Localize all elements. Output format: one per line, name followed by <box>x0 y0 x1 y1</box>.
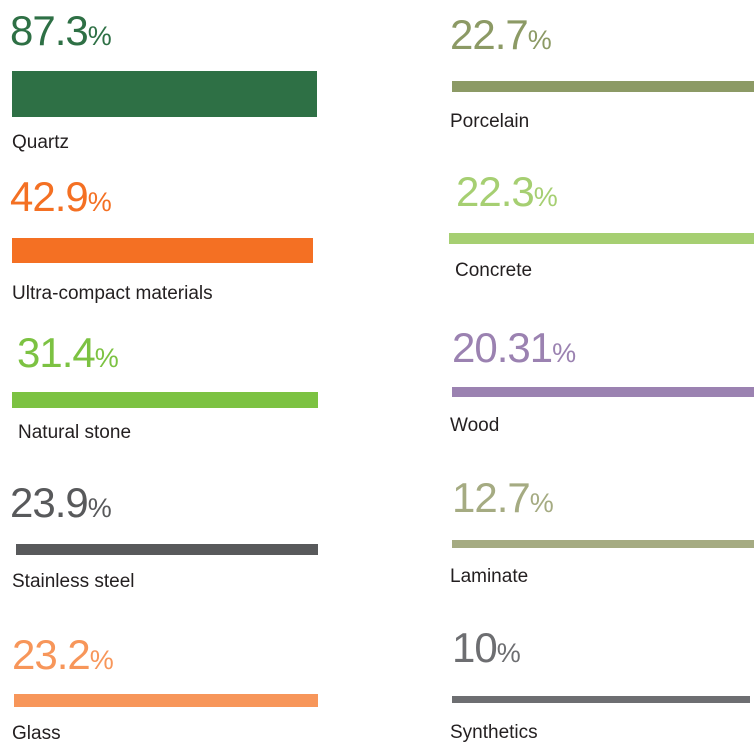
percent-sign: % <box>552 338 577 368</box>
bar <box>16 544 318 555</box>
percent-sign: % <box>87 493 112 523</box>
percent-sign: % <box>527 25 552 55</box>
percent-sign: % <box>533 182 558 212</box>
percent-sign: % <box>87 187 112 217</box>
percent-value: 23.9% <box>10 482 112 524</box>
percent-value: 12.7% <box>452 477 554 519</box>
item-label: Wood <box>450 415 500 436</box>
bar <box>449 233 754 244</box>
bar <box>452 387 754 397</box>
item-label: Stainless steel <box>12 571 135 592</box>
percent-sign: % <box>496 638 521 668</box>
percent-value: 10% <box>452 627 521 669</box>
percent-value: 22.3% <box>456 171 558 213</box>
value-number: 31.4 <box>17 329 96 376</box>
item-label: Quartz <box>12 132 70 153</box>
item-label: Glass <box>12 723 61 744</box>
value-number: 10 <box>452 624 498 671</box>
value-number: 23.9 <box>10 479 89 526</box>
value-number: 20.31 <box>452 324 553 371</box>
percent-sign: % <box>94 343 119 373</box>
item-label: Concrete <box>455 260 533 281</box>
value-number: 12.7 <box>452 474 531 521</box>
value-number: 22.3 <box>456 168 535 215</box>
item-label: Synthetics <box>450 722 538 743</box>
item-label: Laminate <box>450 566 529 587</box>
percent-sign: % <box>87 21 112 51</box>
percent-sign: % <box>529 488 554 518</box>
bar <box>452 540 754 548</box>
bar <box>14 694 318 707</box>
value-number: 42.9 <box>10 173 89 220</box>
percent-value: 42.9% <box>10 176 112 218</box>
value-number: 22.7 <box>450 11 529 58</box>
bar <box>452 81 754 92</box>
bar <box>452 696 750 703</box>
bar <box>12 392 318 408</box>
bar <box>12 71 317 117</box>
value-number: 23.2 <box>12 631 91 678</box>
percent-value: 31.4% <box>17 332 119 374</box>
item-label: Natural stone <box>18 422 132 443</box>
percent-sign: % <box>89 645 114 675</box>
percent-value: 20.31% <box>452 327 576 369</box>
percent-value: 23.2% <box>12 634 114 676</box>
percent-value: 22.7% <box>450 14 552 56</box>
percent-value: 87.3% <box>10 10 112 52</box>
item-label: Porcelain <box>450 111 530 132</box>
item-label: Ultra-compact materials <box>12 283 213 304</box>
bar <box>12 238 313 263</box>
value-number: 87.3 <box>10 7 89 54</box>
